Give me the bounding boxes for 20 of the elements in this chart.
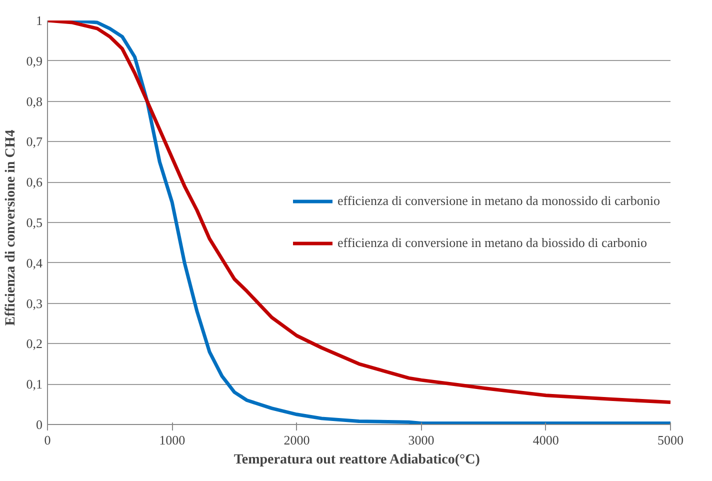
x-tick-label: 5000 [658, 432, 684, 448]
x-tick-label: 3000 [408, 432, 434, 448]
y-tick-label: 0,8 [26, 94, 42, 109]
y-tick-label: 0,7 [26, 134, 43, 150]
y-tick-label: 0,3 [26, 296, 42, 311]
legend-label: efficienza di conversione in metano da biossido di carbonio [338, 235, 647, 251]
legend-label: efficienza di conversione in metano da monossido di carbonio [338, 193, 660, 209]
y-tick-label: 0,2 [26, 336, 42, 352]
y-tick-label: 0,5 [26, 215, 42, 230]
x-tick-label: 1000 [159, 432, 186, 448]
y-axis-title: Efficienza di conversione in CH4 [3, 130, 18, 326]
y-tick-label: 0,6 [26, 174, 43, 190]
y-tick-label: 0,1 [26, 376, 42, 392]
x-axis-title: Temperatura out reattore Adiabatico(°C) [234, 452, 480, 468]
x-tick-label: 2000 [284, 432, 310, 448]
x-tick-label: 4000 [532, 432, 559, 448]
y-tick-label: 0,9 [26, 53, 42, 68]
y-tick-label: 0,4 [26, 255, 43, 270]
y-tick-label: 0 [36, 417, 42, 432]
y-tick-label: 1 [36, 13, 42, 28]
